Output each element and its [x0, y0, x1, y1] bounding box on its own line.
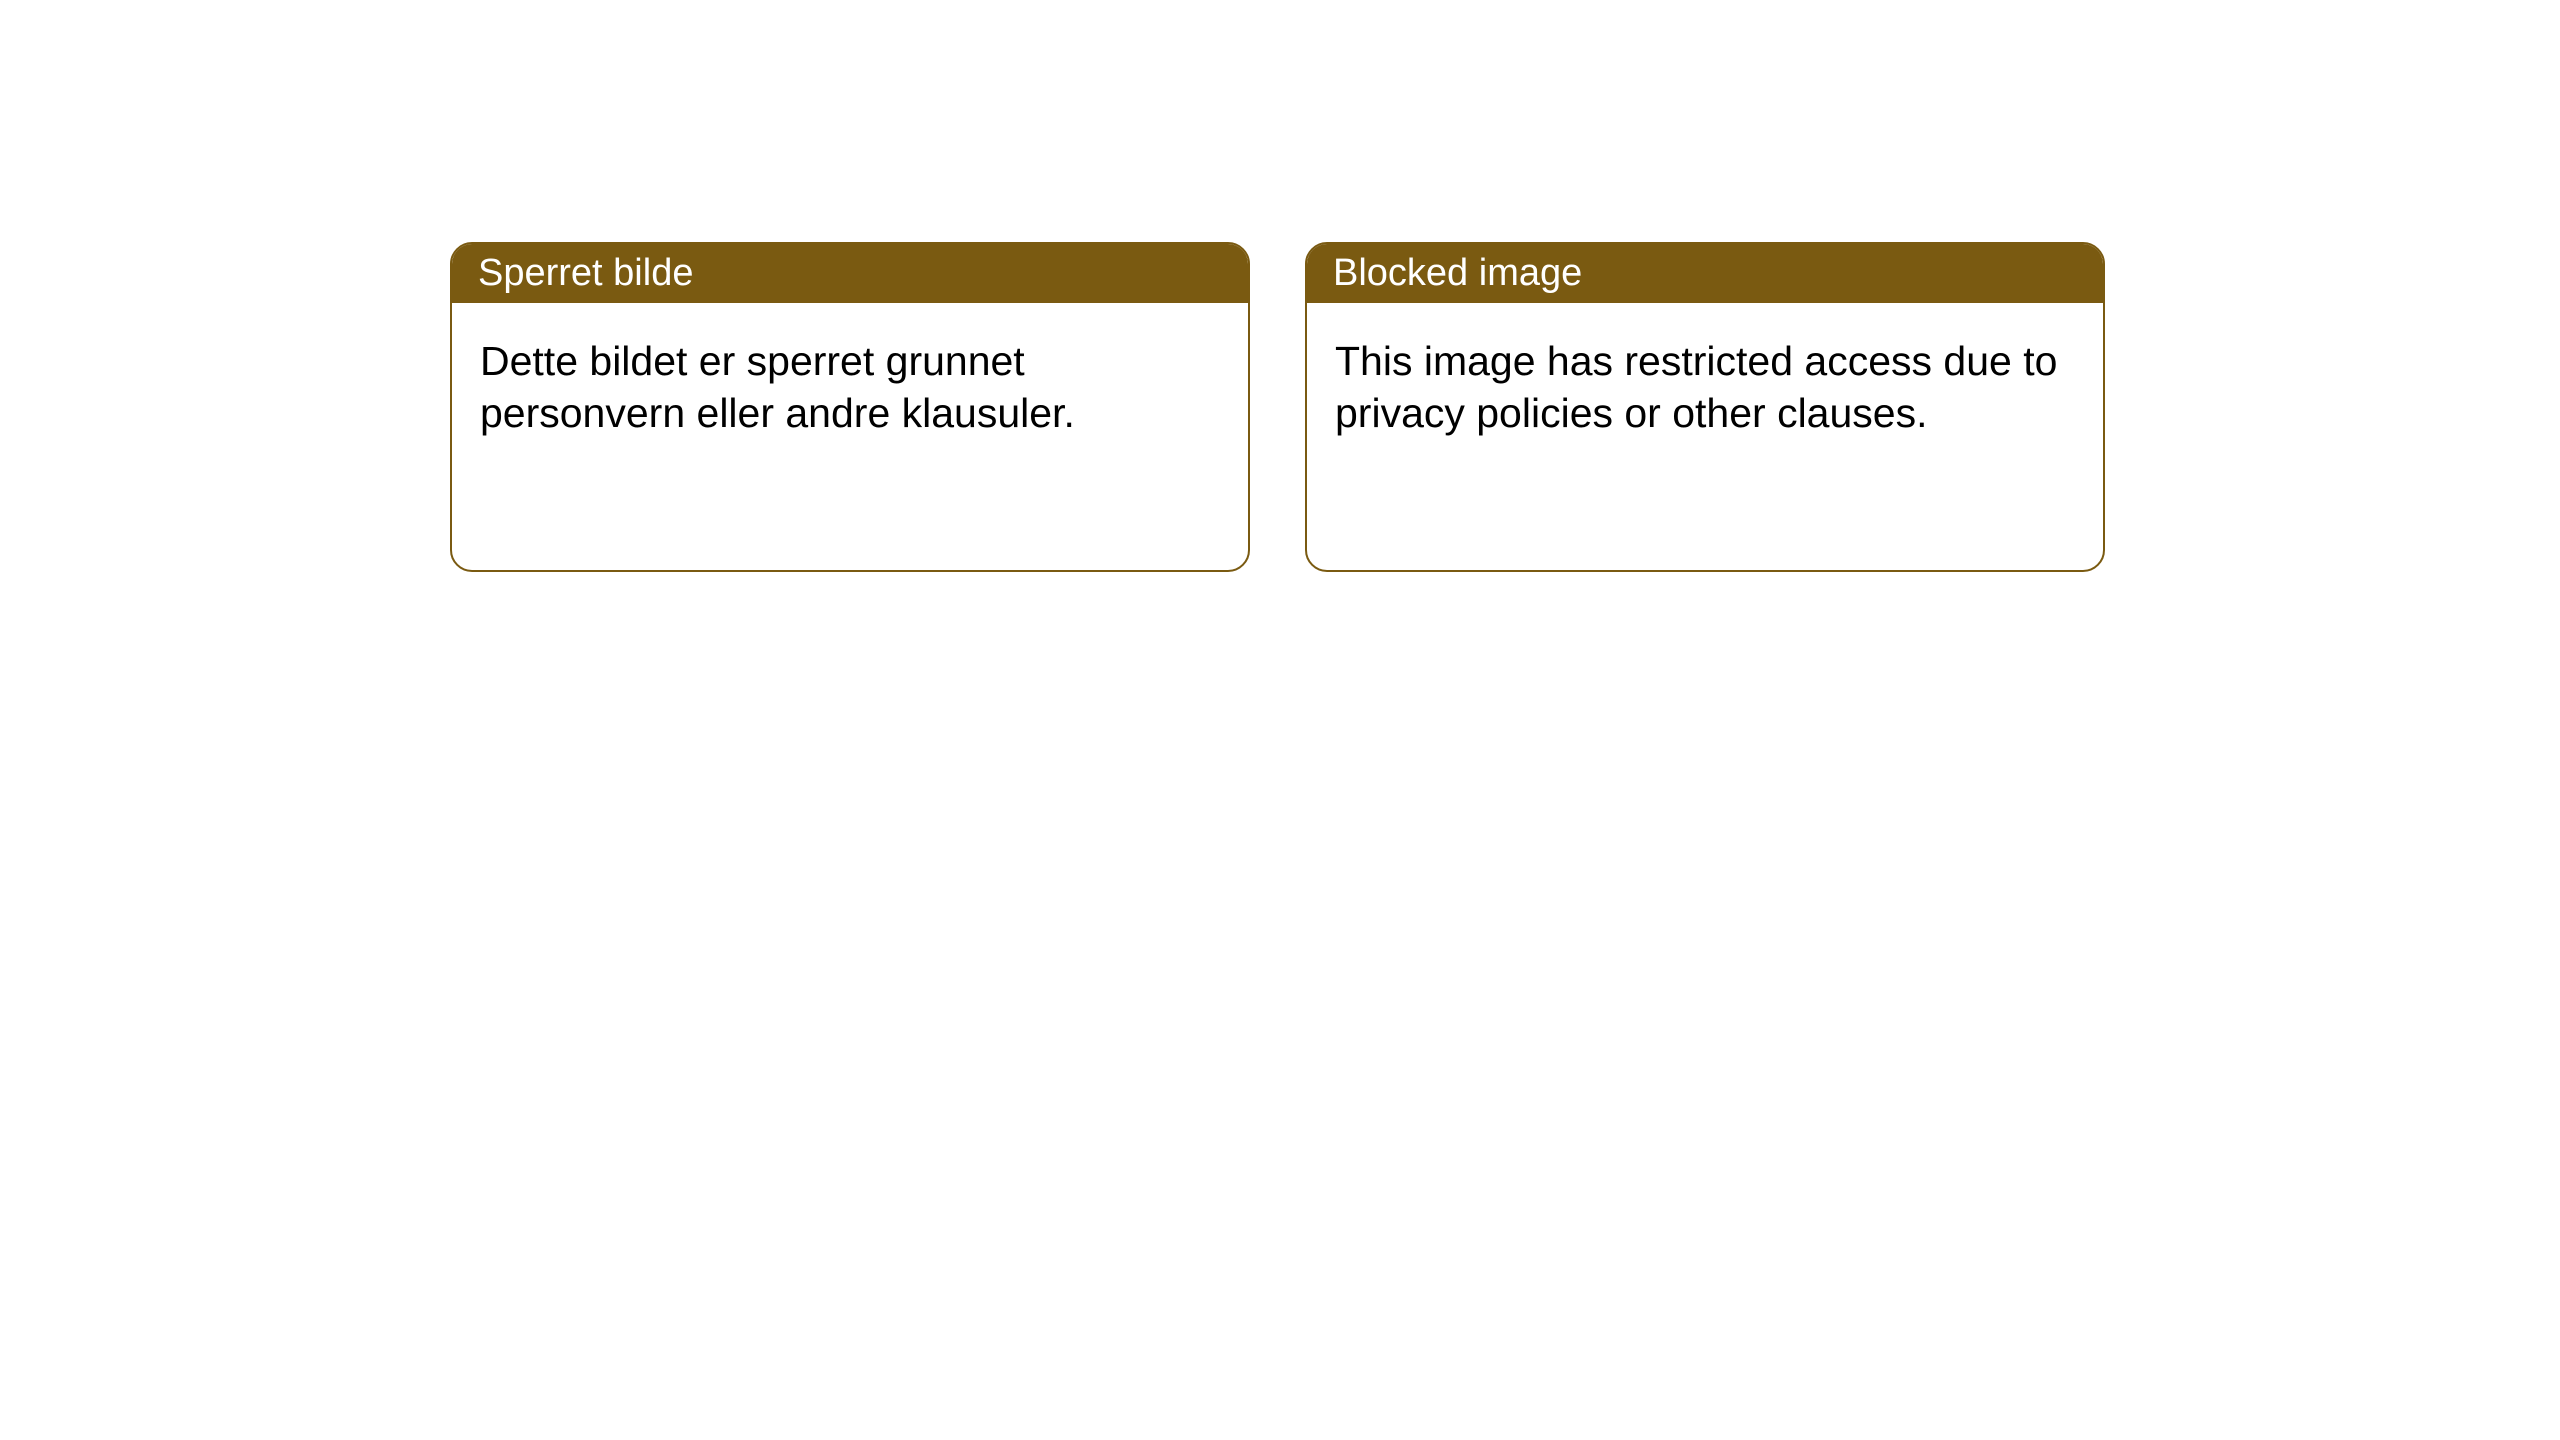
card-body-text: This image has restricted access due to …: [1335, 338, 2057, 436]
card-body-text: Dette bildet er sperret grunnet personve…: [480, 338, 1075, 436]
card-header: Sperret bilde: [452, 244, 1248, 303]
notice-card-norwegian: Sperret bilde Dette bildet er sperret gr…: [450, 242, 1250, 572]
card-body: This image has restricted access due to …: [1307, 303, 2103, 471]
card-body: Dette bildet er sperret grunnet personve…: [452, 303, 1248, 471]
card-header: Blocked image: [1307, 244, 2103, 303]
notice-card-english: Blocked image This image has restricted …: [1305, 242, 2105, 572]
notice-container: Sperret bilde Dette bildet er sperret gr…: [450, 242, 2105, 572]
card-title: Sperret bilde: [478, 252, 693, 294]
card-title: Blocked image: [1333, 252, 1582, 294]
